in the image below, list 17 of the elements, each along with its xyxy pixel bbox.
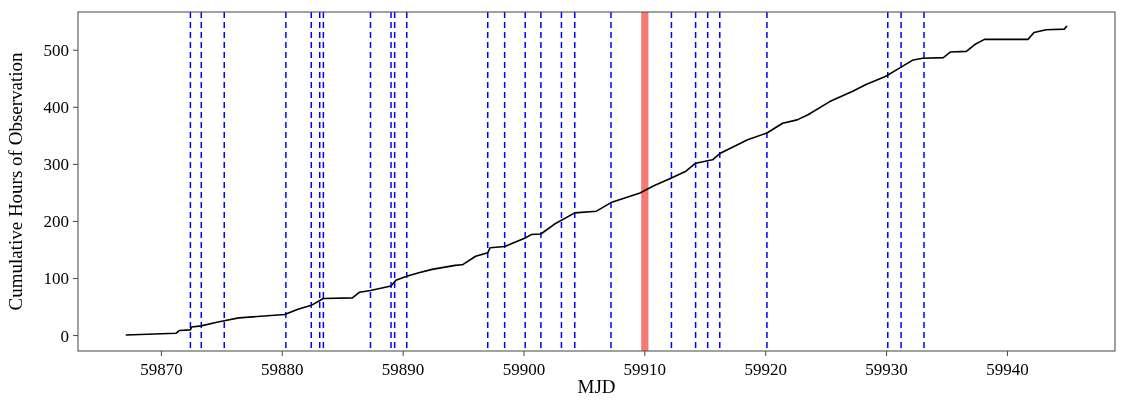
line-series [125,25,1068,336]
x-tick-label: 59870 [140,360,183,379]
x-tick-label: 59880 [261,360,304,379]
y-axis-title: Cumulative Hours of Observation [5,51,26,311]
y-tick-label: 300 [43,155,69,175]
y-tick-label: 100 [43,269,69,289]
y-tick-label: 0 [60,326,69,346]
x-axis-title: MJD [577,376,616,397]
y-tick-label: 400 [43,98,69,118]
x-tick-label: 59890 [381,360,425,379]
y-tick-label: 500 [43,41,69,61]
y-tick-label: 200 [43,212,69,232]
x-tick-label: 59910 [623,360,667,379]
x-tick-label: 59930 [865,360,908,379]
x-tick-label: 59940 [986,360,1029,379]
x-tick-label: 59920 [744,360,787,379]
x-tick-label: 59900 [502,360,546,379]
